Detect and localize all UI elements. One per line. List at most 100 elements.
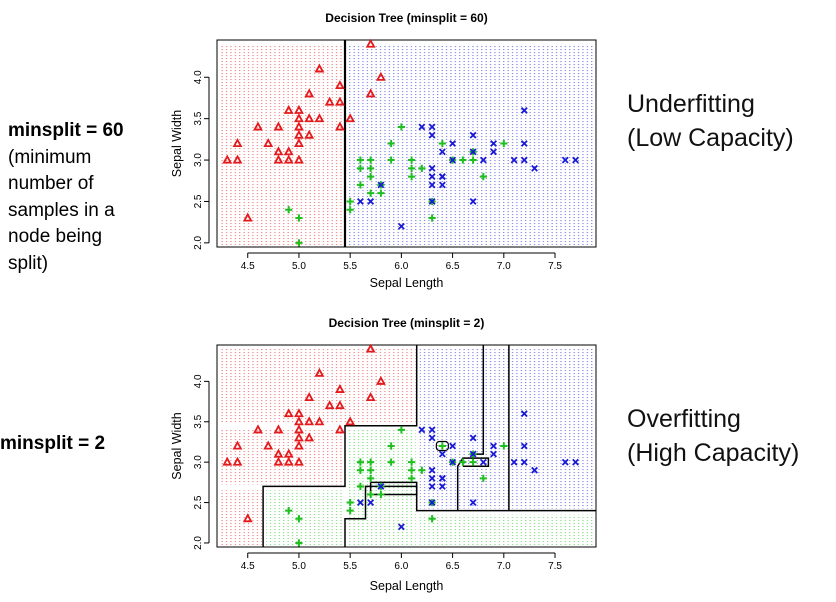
- point-versicolor: [408, 466, 416, 474]
- chart-title: Decision Tree (minsplit = 60): [325, 11, 487, 25]
- point-versicolor: [500, 139, 508, 148]
- point-virginica: [469, 198, 477, 205]
- point-versicolor: [500, 442, 508, 450]
- point-virginica: [531, 164, 538, 172]
- point-versicolor: [367, 173, 375, 181]
- point-versicolor: [346, 507, 354, 515]
- point-virginica: [397, 523, 405, 531]
- point-virginica: [377, 181, 385, 189]
- point-virginica: [572, 458, 579, 466]
- point-setosa: [294, 113, 304, 123]
- y-tick-label: 3.5: [193, 111, 204, 125]
- point-setosa: [283, 448, 294, 458]
- point-versicolor: [367, 164, 375, 172]
- point-virginica: [428, 181, 436, 189]
- point-setosa: [232, 440, 243, 450]
- point-virginica: [418, 123, 426, 131]
- point-virginica: [490, 140, 498, 147]
- point-virginica: [561, 458, 569, 466]
- y-tick-label: 3.5: [193, 414, 204, 428]
- note-heading: minsplit = 60: [8, 120, 124, 141]
- point-versicolor: [295, 214, 303, 222]
- point-setosa: [304, 432, 315, 442]
- x-tick-label: 5.5: [343, 261, 357, 272]
- point-setosa: [304, 113, 315, 123]
- y-axis-label: Sepal Width: [170, 110, 184, 177]
- point-versicolor: [428, 515, 436, 523]
- x-tick-label: 6.0: [394, 561, 408, 572]
- point-setosa: [222, 154, 233, 164]
- x-tick-label: 6.5: [446, 561, 460, 572]
- point-versicolor: [459, 156, 467, 164]
- point-versicolor: [356, 156, 365, 164]
- point-setosa: [345, 113, 356, 123]
- point-setosa: [345, 416, 356, 426]
- point-setosa: [283, 408, 294, 418]
- note-line: (minimum: [8, 146, 92, 168]
- point-virginica: [428, 499, 436, 506]
- point-virginica: [367, 198, 375, 205]
- x-tick-label: 7.0: [497, 261, 511, 272]
- point-setosa: [283, 146, 294, 156]
- point-setosa: [314, 63, 325, 73]
- point-virginica: [449, 156, 457, 164]
- x-tick-label: 4.5: [241, 561, 255, 572]
- point-virginica: [377, 482, 385, 490]
- point-versicolor: [408, 164, 416, 172]
- chart-title: Decision Tree (minsplit = 2): [329, 316, 485, 330]
- capacity-line: (Low Capacity): [627, 124, 794, 152]
- x-axis-label: Sepal Length: [370, 579, 444, 593]
- decision-boundary: [262, 345, 418, 547]
- y-tick-label: 3.0: [193, 153, 204, 167]
- point-virginica: [561, 156, 569, 164]
- x-tick-label: 4.5: [241, 261, 255, 272]
- y-tick-label: 3.0: [193, 455, 204, 469]
- point-virginica: [520, 140, 528, 147]
- point-virginica: [469, 450, 477, 458]
- note-heading: minsplit = 2: [0, 433, 106, 454]
- x-tick-label: 6.0: [394, 261, 408, 272]
- point-virginica: [438, 474, 446, 482]
- x-tick-label: 6.5: [446, 261, 460, 272]
- point-setosa: [222, 456, 233, 466]
- x-tick-label: 7.0: [497, 561, 511, 572]
- note-line: samples in a: [8, 199, 115, 221]
- point-setosa: [324, 400, 335, 410]
- point-virginica: [428, 173, 436, 181]
- y-tick-label: 2.0: [193, 235, 204, 249]
- point-versicolor: [295, 239, 303, 247]
- point-setosa: [304, 88, 315, 98]
- point-setosa: [324, 96, 335, 106]
- y-tick-label: 2.0: [193, 536, 204, 550]
- point-versicolor: [295, 539, 303, 547]
- point-versicolor: [367, 474, 375, 482]
- point-virginica: [438, 173, 446, 181]
- point-setosa: [304, 416, 315, 426]
- point-setosa: [263, 440, 274, 450]
- x-axis-label: Sepal Length: [370, 276, 444, 290]
- point-versicolor: [408, 156, 416, 164]
- point-setosa: [294, 154, 304, 164]
- region-virginica: [419, 349, 595, 509]
- point-setosa: [365, 88, 376, 98]
- region-versicolor: [419, 514, 595, 545]
- x-tick-label: 5.0: [292, 561, 306, 572]
- point-virginica: [531, 466, 538, 474]
- point-versicolor: [387, 442, 395, 450]
- note-minsplit-2: minsplit = 2: [0, 431, 105, 458]
- region-versicolor: [266, 490, 345, 545]
- point-virginica: [449, 458, 457, 466]
- point-versicolor: [285, 206, 293, 214]
- point-virginica: [428, 123, 436, 131]
- point-versicolor: [408, 474, 416, 482]
- point-virginica: [469, 131, 477, 139]
- point-setosa: [273, 448, 284, 458]
- point-setosa: [314, 367, 325, 377]
- point-setosa: [242, 212, 253, 222]
- point-versicolor: [367, 466, 375, 474]
- point-setosa: [283, 104, 294, 114]
- highlight-box: [435, 440, 449, 452]
- point-virginica: [479, 156, 487, 164]
- decision-boundary: [344, 485, 596, 547]
